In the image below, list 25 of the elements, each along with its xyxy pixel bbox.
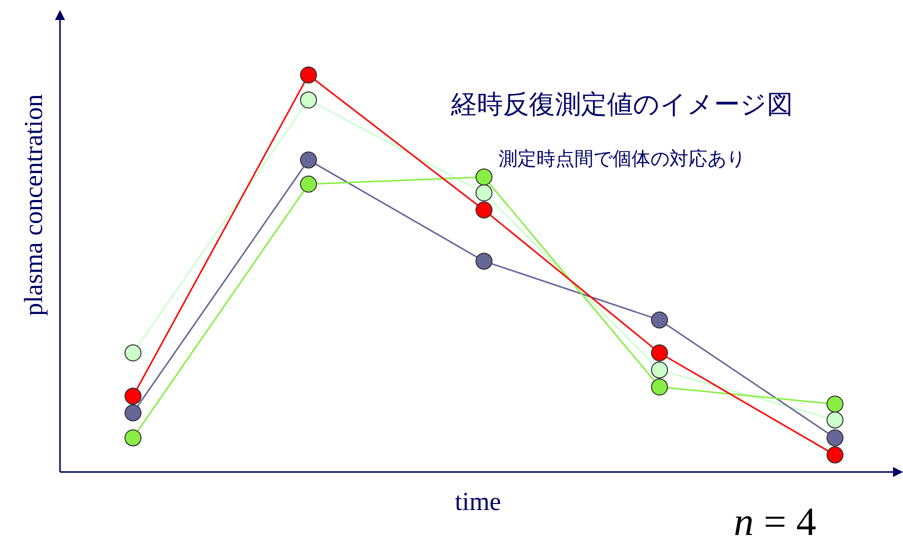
point [651, 378, 668, 396]
point [476, 252, 492, 270]
point [300, 151, 317, 168]
point [476, 201, 492, 218]
x-axis-title: time [454, 487, 502, 516]
point [826, 446, 844, 464]
point [651, 344, 668, 362]
point [476, 168, 492, 186]
point [124, 344, 142, 362]
point [124, 388, 142, 405]
point [826, 429, 844, 446]
text: 経時反復測定値のイメージ図 [450, 90, 793, 120]
point [300, 66, 317, 84]
y-axis-title: plasma concentration [19, 94, 48, 316]
point [124, 429, 142, 446]
point [124, 404, 142, 422]
point [826, 411, 844, 428]
point [651, 361, 668, 378]
point [300, 92, 317, 109]
point [300, 176, 317, 193]
text: n = 4 [734, 499, 816, 540]
point [476, 184, 492, 202]
point [651, 311, 668, 328]
point [826, 396, 844, 413]
text: 測定時点間で個体の対応あり [498, 148, 746, 170]
